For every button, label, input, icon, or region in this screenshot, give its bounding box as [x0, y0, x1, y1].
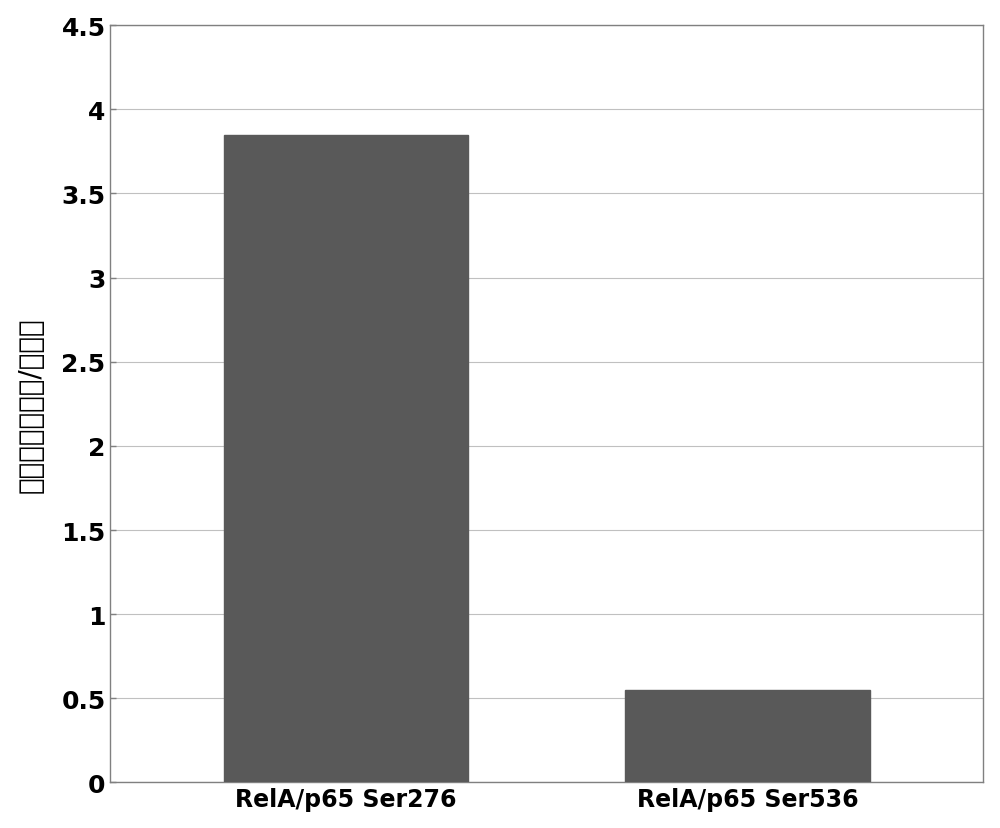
Bar — [224, 136, 468, 782]
Y-axis label: 相对水平（肌爰/正常）: 相对水平（肌爰/正常） — [17, 316, 45, 492]
Bar — [625, 690, 870, 782]
